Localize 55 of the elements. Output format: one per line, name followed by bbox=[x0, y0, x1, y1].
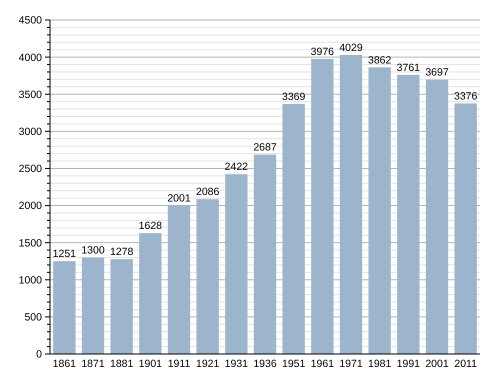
bar bbox=[82, 258, 104, 354]
x-tick-label: 1871 bbox=[81, 358, 105, 370]
x-tick-label: 1931 bbox=[224, 358, 248, 370]
bar bbox=[397, 74, 420, 354]
x-tick-label: 1971 bbox=[339, 358, 363, 370]
bar bbox=[426, 80, 448, 354]
data-label: 3976 bbox=[310, 46, 334, 58]
x-tick-label: 1981 bbox=[368, 358, 392, 370]
y-tick-label: 3500 bbox=[18, 88, 42, 101]
bar bbox=[311, 58, 334, 354]
x-tick-label: 1861 bbox=[52, 358, 76, 370]
y-tick-label: 500 bbox=[24, 312, 42, 324]
bar bbox=[368, 67, 391, 354]
bar bbox=[454, 103, 477, 354]
data-label: 1278 bbox=[110, 246, 134, 258]
data-label: 1628 bbox=[138, 220, 162, 232]
bar bbox=[196, 199, 219, 354]
y-tick-label: 1500 bbox=[18, 237, 42, 250]
data-label: 3376 bbox=[454, 90, 478, 102]
y-tick-label: 4000 bbox=[18, 52, 42, 64]
data-label: 4029 bbox=[339, 42, 363, 54]
data-label: 2086 bbox=[196, 186, 220, 198]
bar bbox=[282, 104, 305, 354]
data-label: 3697 bbox=[425, 66, 449, 79]
data-label: 2001 bbox=[167, 192, 191, 204]
data-label: 3862 bbox=[368, 54, 392, 66]
bar bbox=[110, 259, 133, 354]
data-label: 3761 bbox=[396, 62, 420, 74]
data-label: 1251 bbox=[52, 248, 76, 260]
data-label: 1300 bbox=[81, 244, 105, 257]
x-tick-label: 1901 bbox=[138, 358, 162, 370]
y-tick-label: 3000 bbox=[18, 126, 42, 138]
y-tick-label: 2500 bbox=[18, 163, 42, 176]
bar bbox=[168, 205, 190, 354]
x-tick-label: 2011 bbox=[454, 358, 478, 370]
bar bbox=[225, 174, 248, 354]
bar bbox=[139, 233, 162, 354]
bar bbox=[53, 261, 76, 354]
y-tick-label: 2000 bbox=[18, 200, 42, 212]
data-label: 2422 bbox=[224, 161, 248, 174]
y-tick-label: 4500 bbox=[18, 14, 42, 27]
x-tick-label: 1881 bbox=[110, 358, 134, 370]
x-tick-label: 1936 bbox=[253, 358, 277, 370]
x-tick-label: 1911 bbox=[168, 358, 190, 370]
bar bbox=[340, 54, 362, 354]
x-tick-label: 1991 bbox=[396, 358, 420, 370]
bar bbox=[254, 154, 276, 354]
x-tick-label: 1961 bbox=[310, 358, 334, 370]
data-label: 2687 bbox=[253, 142, 277, 154]
data-label: 3369 bbox=[282, 90, 306, 103]
y-tick-label: 1000 bbox=[18, 274, 42, 286]
x-tick-label: 1921 bbox=[196, 358, 220, 370]
y-tick-label: 0 bbox=[36, 348, 42, 361]
x-tick-label: 2001 bbox=[425, 358, 449, 370]
x-tick-label: 1951 bbox=[282, 358, 306, 370]
